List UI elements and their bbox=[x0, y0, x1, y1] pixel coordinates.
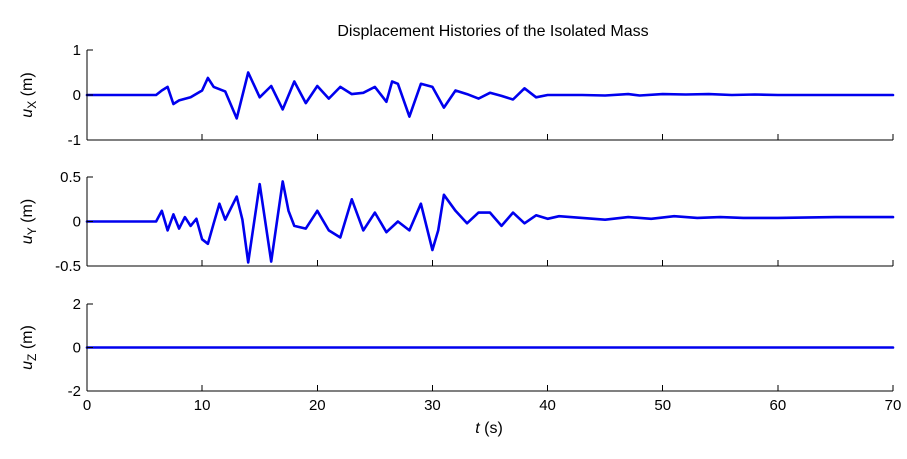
series-line-y bbox=[85, 180, 895, 264]
y-tick-label-y: 0 bbox=[73, 214, 81, 231]
y-tick-label-x: 0 bbox=[73, 87, 81, 104]
x-tick-label: 50 bbox=[654, 397, 671, 414]
y-axis-label-unit-y: (m) bbox=[19, 199, 36, 227]
subplot-x: -1 0 1 uX (m) bbox=[19, 42, 895, 149]
x-tick-label: 30 bbox=[424, 397, 441, 414]
x-axis-label-unit: (s) bbox=[480, 420, 503, 437]
x-tick-label: 40 bbox=[539, 397, 556, 414]
x-axis-label: t (s) bbox=[475, 420, 503, 437]
x-tick-label: 70 bbox=[885, 397, 902, 414]
chart-title: Displacement Histories of the Isolated M… bbox=[337, 23, 648, 40]
y-axis-label-unit-x: (m) bbox=[19, 72, 36, 100]
x-tick-label: 10 bbox=[194, 397, 211, 414]
y-axis-label-base-z: u bbox=[19, 361, 36, 370]
x-tick-label: 60 bbox=[770, 397, 787, 414]
y-tick-label-x: 1 bbox=[73, 42, 81, 59]
y-axis-label-x: uX (m) bbox=[19, 72, 39, 117]
x-tick-label: 20 bbox=[309, 397, 326, 414]
y-axis-label-base-x: u bbox=[19, 109, 36, 118]
y-tick-label-y: 0.5 bbox=[60, 169, 81, 186]
x-tick-label: 0 bbox=[83, 397, 91, 414]
y-axis-label-y: uY (m) bbox=[19, 199, 39, 244]
y-axis-label-sub-z: Z bbox=[25, 354, 39, 361]
y-axis-label-unit-z: (m) bbox=[19, 325, 36, 353]
y-tick-label-y: -0.5 bbox=[55, 258, 81, 275]
x-axis-label-variable: t bbox=[475, 420, 480, 437]
y-tick-label-z: 2 bbox=[73, 296, 81, 313]
y-tick-label-z: 0 bbox=[73, 340, 81, 357]
y-axis-label-base-y: u bbox=[19, 235, 36, 244]
y-tick-label-x: -1 bbox=[68, 132, 81, 149]
subplot-y: -0.5 0 0.5 uY (m) bbox=[19, 169, 895, 275]
y-axis-label-sub-x: X bbox=[25, 101, 39, 109]
series-line-x bbox=[85, 71, 895, 120]
y-axis-label-sub-y: Y bbox=[25, 227, 39, 235]
y-tick-label-z: -2 bbox=[68, 383, 81, 400]
y-axis-label-z: uZ (m) bbox=[19, 325, 39, 370]
